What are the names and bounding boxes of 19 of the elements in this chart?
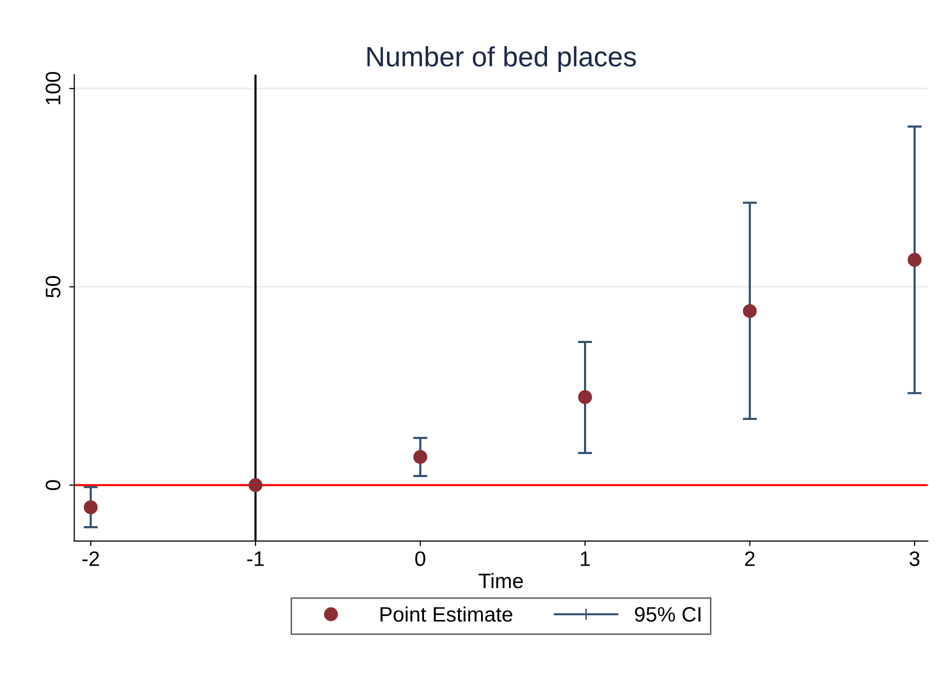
x-tick-label: -2 [82,551,99,566]
x-tick-label: -1 [247,552,264,566]
point [84,500,98,514]
y-tick-label: 0 [46,480,60,490]
point [248,478,262,492]
text: 95% CI [634,606,700,622]
point [742,304,757,318]
point [413,450,428,464]
legend-label: Point Estimate [380,606,512,622]
point [908,252,922,267]
y-tick-label: 50 [46,276,60,298]
x-tick-label: 0 [415,551,426,566]
y-tick-label: 100 [46,72,60,104]
x-axis-title: Time [478,572,523,588]
chart-title: Number of bed places [367,46,636,72]
x-tick-label: 1 [580,552,590,566]
x-tick-label: 3 [910,551,920,566]
x-tick-label: 2 [745,551,755,566]
point [578,390,592,404]
